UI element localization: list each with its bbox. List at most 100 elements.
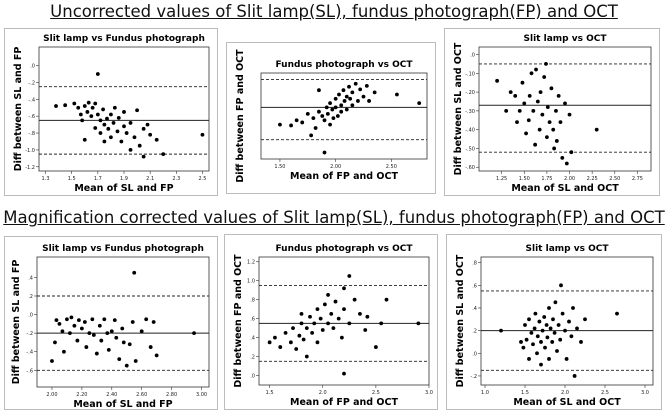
data-point [322,150,327,155]
data-point [552,330,557,335]
data-point [148,345,153,349]
data-point [548,326,553,331]
data-point [133,359,138,363]
data-point [563,101,567,106]
data-point [342,307,346,312]
data-point [540,328,545,333]
data-point [78,112,83,117]
data-point [127,342,132,347]
data-point [192,331,196,336]
data-point [112,105,117,110]
data-point [549,86,554,91]
data-point [112,318,117,323]
data-point [331,116,336,121]
data-point [87,331,92,336]
data-point [529,330,534,335]
data-point [106,126,111,131]
data-point [94,351,99,356]
data-point [95,72,100,76]
data-point [128,121,133,125]
data-point [339,335,344,340]
chart-title: Slit lamp vs Fundus photograph [43,34,205,44]
data-point [417,101,422,105]
data-point [273,335,277,340]
y-tick-label: -.20 [465,90,475,96]
data-point [137,143,142,148]
data-point [372,90,377,95]
y-tick-label: .4 [250,336,255,342]
data-point [200,132,205,137]
y-tick-label: .0 [472,351,477,357]
data-point [97,323,102,328]
data-point [141,126,146,131]
data-point [109,135,113,140]
data-point [124,363,129,368]
x-tick-label: 2.00 [330,164,341,170]
data-point [384,297,389,302]
x-tick-label: 2.75 [632,176,643,182]
y-tick-label: -.2 [470,374,477,380]
data-point [550,340,555,344]
y-axis-label: Diff between SL and FP [13,47,24,172]
y-tick-label: .4 [28,275,33,281]
data-point [353,81,358,86]
data-point [315,307,320,312]
data-point [554,139,559,143]
data-point [567,319,571,324]
x-tick-label: 2.50 [386,164,397,170]
data-point [313,126,318,130]
data-point [552,146,557,151]
chart-title: Fundus photograph vs OCT [275,244,413,254]
data-point [534,67,538,72]
x-axis-label: Mean of FP and OCT [290,397,398,408]
data-point [278,345,283,349]
chart-panel-5: Fundus photograph vs OCT 1.5 2.0 2.5 3.0 1.2 1… [224,234,438,410]
data-point [320,328,325,332]
data-point [304,354,309,359]
data-point [347,84,351,89]
data-point [317,88,321,93]
plot-frame [258,256,430,386]
y-tick-label: .2 [472,329,477,335]
data-point [551,127,556,132]
x-axis-label: Mean of SL and FP [74,183,173,194]
x-tick-label: 2.60 [136,392,147,398]
data-point [299,311,304,316]
data-point [495,78,500,83]
data-point [352,297,357,302]
y-tick-label: -.40 [465,128,475,134]
x-tick-label: 1.5 [68,176,76,182]
data-point [86,100,91,105]
data-point [63,103,68,108]
x-tick-label: 1.7 [94,176,102,182]
data-point [102,317,107,322]
x-tick-label: 1.50 [519,176,530,182]
y-tick-label: -.6 [28,114,35,120]
x-tick-label: 2.50 [609,176,620,182]
data-point [337,92,341,97]
data-point [76,318,81,323]
data-point [308,314,312,319]
data-point [331,326,336,331]
y-tick-label: -.30 [465,109,475,115]
data-point [575,326,579,331]
x-tick-label: 3.0 [641,390,649,396]
data-point [105,331,110,336]
data-point [82,137,87,142]
y-tick-label: -.2 [28,80,35,86]
data-point [80,118,85,123]
data-point [119,139,124,144]
data-point [76,105,81,110]
data-point [98,131,103,135]
data-point [322,302,327,307]
data-point [151,320,156,324]
data-point [579,340,583,344]
y-tick-label: .6 [472,283,477,289]
data-point [297,333,302,338]
data-point [90,105,95,110]
x-tick-label: 2.3 [172,176,180,182]
data-point [559,283,563,288]
data-point [154,353,159,358]
data-point [114,335,119,340]
data-point [535,99,540,104]
